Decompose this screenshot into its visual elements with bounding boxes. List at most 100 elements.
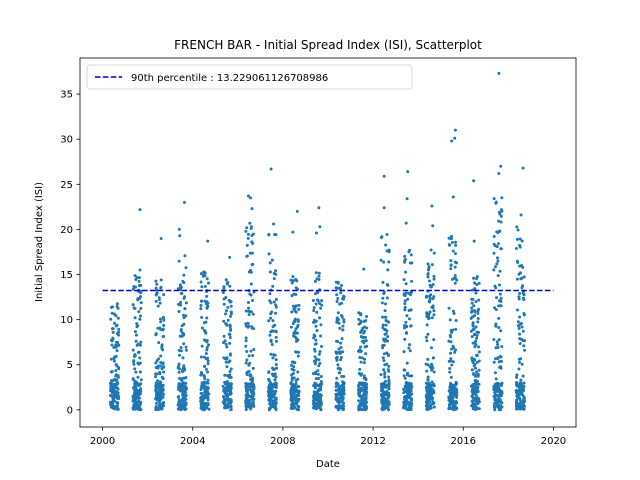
scatter-point [206, 362, 210, 366]
scatter-point [387, 400, 391, 404]
scatter-point [431, 356, 435, 360]
scatter-point [497, 338, 501, 342]
scatter-point [135, 322, 139, 326]
scatter-point [226, 305, 230, 309]
scatter-point [519, 378, 523, 382]
scatter-point [224, 312, 228, 316]
scatter-point [177, 309, 181, 313]
scatter-point [182, 313, 186, 317]
scatter-point [137, 284, 141, 288]
scatter-point [492, 395, 496, 399]
scatter-point [471, 372, 475, 376]
scatter-point [358, 355, 362, 359]
scatter-point [471, 392, 475, 396]
scatter-point [427, 316, 431, 320]
scatter-point [410, 374, 414, 378]
scatter-point [432, 338, 436, 342]
legend-entry-label: 90th percentile : 13.229061126708986 [131, 73, 328, 84]
scatter-point [407, 317, 411, 321]
scatter-point [514, 246, 518, 250]
scatter-point [402, 374, 406, 378]
scatter-point [381, 280, 385, 284]
scatter-point [112, 407, 116, 411]
scatter-point [154, 375, 158, 379]
scatter-point [383, 371, 387, 375]
scatter-point [201, 384, 205, 388]
scatter-point [430, 367, 434, 371]
scatter-point [203, 285, 207, 289]
scatter-point [294, 339, 298, 343]
scatter-point [206, 359, 210, 363]
scatter-point [109, 338, 113, 342]
scatter-point [207, 343, 211, 347]
scatter-point [497, 326, 501, 330]
scatter-point [519, 400, 523, 404]
scatter-point [429, 248, 433, 252]
scatter-point [492, 268, 496, 272]
scatter-point [297, 303, 301, 307]
scatter-point [386, 393, 390, 397]
scatter-point [451, 399, 455, 403]
scatter-point [387, 384, 391, 388]
scatter-point [334, 388, 338, 392]
scatter-point [176, 395, 180, 399]
scatter-point [338, 326, 342, 330]
scatter-point [451, 390, 455, 394]
scatter-point [225, 356, 229, 360]
scatter-point [338, 406, 342, 410]
scatter-point [385, 232, 389, 236]
scatter-point [271, 374, 275, 378]
y-tick-label: 20 [60, 225, 73, 236]
scatter-point [275, 339, 279, 343]
x-axis-label: Date [316, 459, 340, 470]
scatter-point [138, 317, 142, 321]
scatter-point [336, 350, 340, 354]
scatter-point [133, 367, 137, 371]
scatter-point [294, 310, 298, 314]
scatter-point [515, 225, 519, 229]
scatter-point [268, 270, 272, 274]
scatter-point [134, 339, 138, 343]
scatter-point [342, 388, 346, 392]
scatter-point [134, 278, 138, 282]
scatter-point [363, 345, 367, 349]
scatter-point [295, 209, 299, 213]
scatter-point [155, 288, 159, 292]
scatter-point [294, 293, 298, 297]
scatter-point [222, 319, 226, 323]
scatter-point [111, 402, 115, 406]
scatter-point [476, 317, 480, 321]
scatter-point [155, 394, 159, 398]
scatter-point [495, 381, 499, 385]
scatter-point [384, 243, 388, 247]
scatter-point [251, 366, 255, 370]
scatter-point [222, 334, 226, 338]
scatter-point [402, 387, 406, 391]
scatter-point [519, 271, 522, 275]
scatter-point [252, 348, 256, 352]
scatter-point [382, 290, 386, 294]
scatter-point [358, 367, 362, 371]
y-axis: 0 5 10 15 20 25 30 35 [60, 90, 80, 416]
scatter-point [342, 320, 346, 324]
scatter-point [382, 359, 386, 363]
scatter-point [157, 400, 161, 404]
scatter-point [313, 381, 317, 385]
scatter-point [178, 234, 182, 238]
scatter-point [492, 360, 496, 364]
scatter-point [183, 385, 187, 389]
scatter-point [493, 265, 497, 269]
scatter-point [157, 298, 161, 302]
scatter-point [430, 364, 434, 368]
scatter-point [407, 250, 411, 254]
scatter-point [338, 371, 342, 375]
scatter-point [268, 406, 272, 410]
scatter-point [229, 392, 233, 396]
scatter-point [449, 401, 453, 405]
scatter-point [521, 329, 525, 333]
scatter-point [267, 370, 271, 374]
scatter-point [162, 401, 166, 405]
scatter-point [251, 394, 255, 398]
scatter-point [109, 402, 113, 406]
